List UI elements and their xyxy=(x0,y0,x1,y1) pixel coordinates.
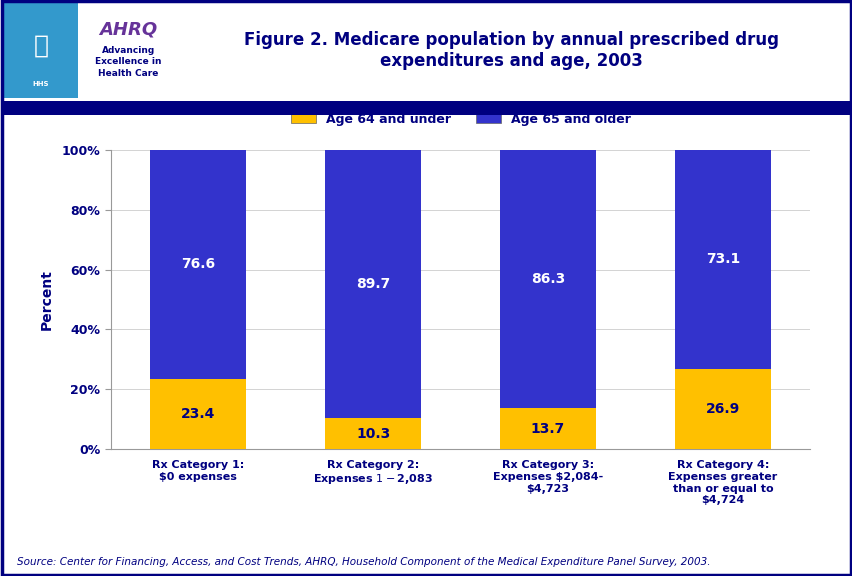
Text: 26.9: 26.9 xyxy=(705,402,740,416)
Text: 89.7: 89.7 xyxy=(355,277,390,291)
Text: 🦅: 🦅 xyxy=(33,33,49,58)
Bar xyxy=(325,150,421,418)
Text: 13.7: 13.7 xyxy=(530,422,565,436)
Text: Figure 2. Medicare population by annual prescribed drug
expenditures and age, 20: Figure 2. Medicare population by annual … xyxy=(244,31,779,70)
Text: 86.3: 86.3 xyxy=(530,272,565,286)
Bar xyxy=(4,3,78,98)
Bar xyxy=(674,369,770,449)
Bar xyxy=(499,408,596,449)
Text: AHRQ: AHRQ xyxy=(99,21,158,39)
Text: 10.3: 10.3 xyxy=(355,427,390,441)
Bar xyxy=(499,150,596,408)
Bar xyxy=(674,150,770,369)
Text: Source: Center for Financing, Access, and Cost Trends, AHRQ, Household Component: Source: Center for Financing, Access, an… xyxy=(17,558,710,567)
Bar xyxy=(150,150,246,379)
Text: 73.1: 73.1 xyxy=(705,252,740,266)
Text: Advancing
Excellence in
Health Care: Advancing Excellence in Health Care xyxy=(95,46,162,78)
Text: 76.6: 76.6 xyxy=(181,257,216,271)
Legend: Age 64 and under, Age 65 and older: Age 64 and under, Age 65 and older xyxy=(285,108,635,131)
Bar xyxy=(325,418,421,449)
Y-axis label: Percent: Percent xyxy=(39,269,54,330)
Text: 23.4: 23.4 xyxy=(181,407,216,421)
Text: HHS: HHS xyxy=(32,81,49,86)
Bar xyxy=(150,379,246,449)
